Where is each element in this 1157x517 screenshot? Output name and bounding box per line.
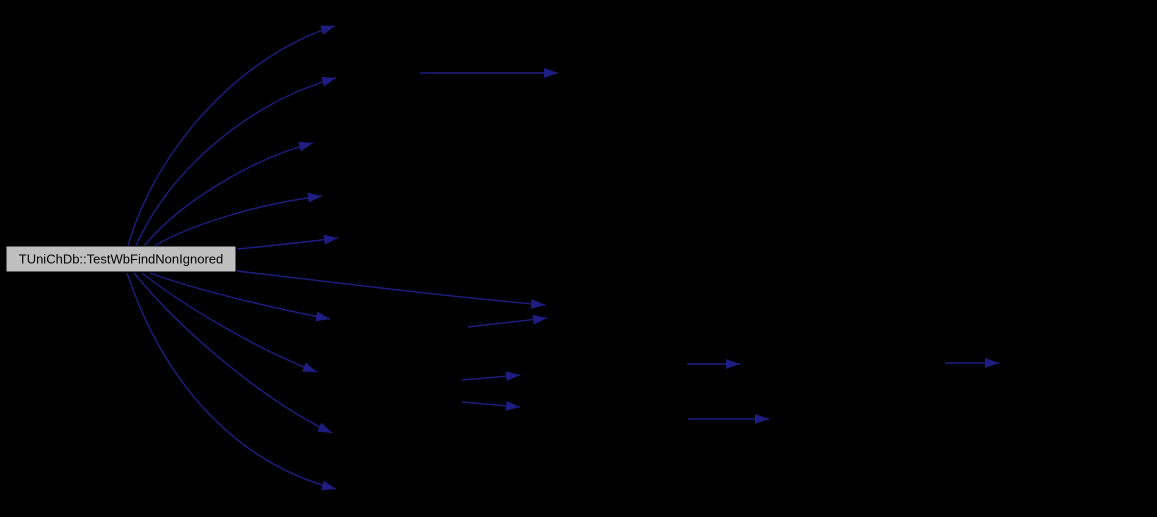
node-label: TUniChDb::TestWbFindNonIgnored [19,252,223,267]
call-graph-edge-mid-short-1 [461,371,521,382]
node-box[interactable] [5,245,237,273]
call-graph-edge-fan-up-4 [153,192,323,247]
call-graph-edge-mid-short-2 [461,400,521,411]
call-graph-edge-right-up [236,234,339,250]
call-graph-edge-right-long [236,270,546,309]
edge-layer [126,25,999,491]
call-graph-edge-fan-down-2 [141,272,318,373]
call-graph-edge-fan-down-1 [149,272,331,322]
call-graph-edge-mid-merge [467,314,548,328]
call-graph-edge-fan-down-3 [133,272,333,434]
call-graph-edge-fan-up-2 [135,76,337,247]
call-graph-edge-fan-up-1 [127,25,336,247]
node-tunichdb-testwbfindnonignored[interactable]: TUniChDb::TestWbFindNonIgnored [5,245,237,273]
call-graph-edge-fan-up-3 [143,141,314,247]
call-graph-edge-fan-down-4 [126,272,337,491]
